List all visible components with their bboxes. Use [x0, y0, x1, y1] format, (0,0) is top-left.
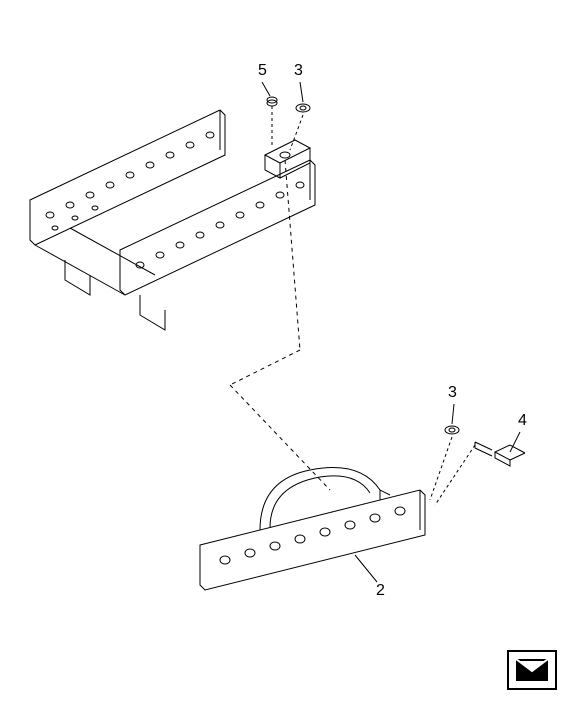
callout-2: 2 [376, 582, 385, 600]
email-icon [514, 657, 550, 683]
callout-3-top: 3 [294, 62, 303, 80]
callout-3-bottom: 3 [448, 384, 457, 402]
callout-4: 4 [518, 412, 527, 430]
diagram-svg [0, 0, 567, 700]
callout-5: 5 [258, 62, 267, 80]
technical-diagram: 5 3 3 4 2 [0, 0, 567, 700]
email-icon-container [507, 650, 557, 690]
